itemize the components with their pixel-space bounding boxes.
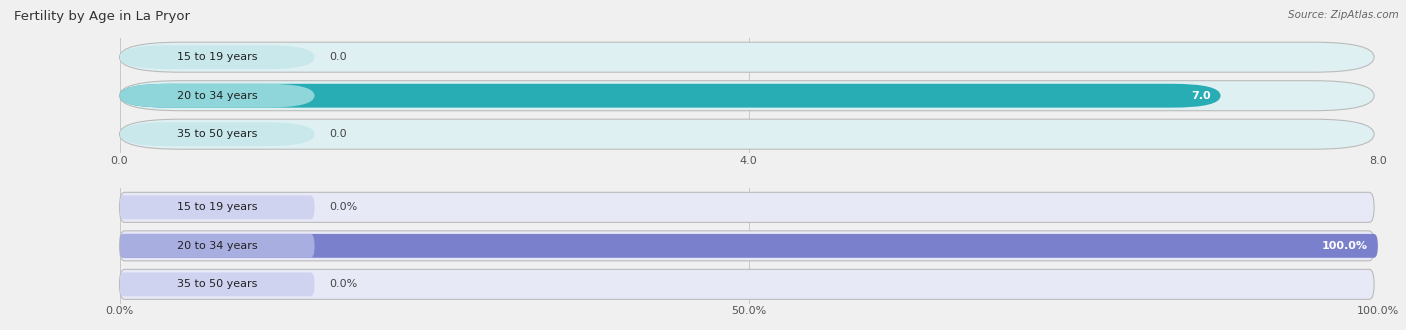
FancyBboxPatch shape — [120, 231, 1374, 261]
Text: 35 to 50 years: 35 to 50 years — [177, 129, 257, 139]
FancyBboxPatch shape — [120, 45, 315, 69]
Text: 100.0%: 100.0% — [1322, 241, 1368, 251]
FancyBboxPatch shape — [120, 119, 1374, 149]
FancyBboxPatch shape — [120, 234, 315, 258]
Text: 15 to 19 years: 15 to 19 years — [177, 52, 257, 62]
Text: 0.0: 0.0 — [329, 52, 347, 62]
FancyBboxPatch shape — [120, 84, 1220, 108]
FancyBboxPatch shape — [120, 81, 1374, 111]
Text: 0.0%: 0.0% — [329, 280, 359, 289]
FancyBboxPatch shape — [120, 122, 315, 146]
FancyBboxPatch shape — [120, 234, 1378, 258]
FancyBboxPatch shape — [120, 42, 1374, 72]
FancyBboxPatch shape — [120, 84, 315, 108]
FancyBboxPatch shape — [120, 195, 315, 219]
Text: Fertility by Age in La Pryor: Fertility by Age in La Pryor — [14, 10, 190, 23]
Text: 0.0: 0.0 — [329, 129, 347, 139]
FancyBboxPatch shape — [120, 192, 1374, 222]
FancyBboxPatch shape — [120, 273, 315, 296]
Text: 0.0%: 0.0% — [329, 202, 359, 212]
Text: 20 to 34 years: 20 to 34 years — [177, 91, 257, 101]
Text: 35 to 50 years: 35 to 50 years — [177, 280, 257, 289]
Text: 15 to 19 years: 15 to 19 years — [177, 202, 257, 212]
FancyBboxPatch shape — [120, 269, 1374, 299]
Text: 20 to 34 years: 20 to 34 years — [177, 241, 257, 251]
Text: 7.0: 7.0 — [1191, 91, 1211, 101]
Text: Source: ZipAtlas.com: Source: ZipAtlas.com — [1288, 10, 1399, 20]
